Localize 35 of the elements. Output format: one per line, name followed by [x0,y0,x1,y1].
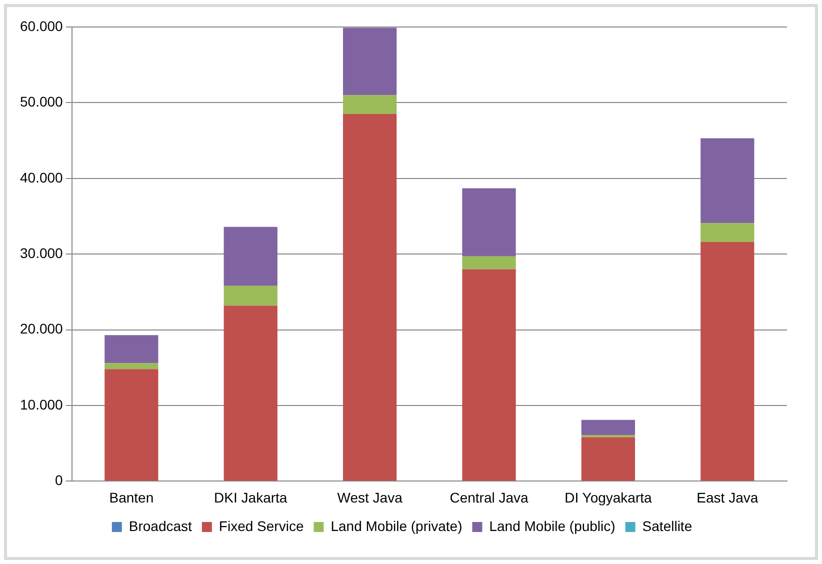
bar [462,256,516,270]
bar [224,226,278,286]
legend-label: Fixed Service [218,518,304,534]
bar [342,28,397,96]
legend-label: Satellite [642,518,692,534]
y-tick-label: 30.000 [20,244,64,261]
bar [104,369,158,481]
y-tick-label: 60.000 [20,18,64,34]
bar [700,223,754,242]
y-tick-label: 10.000 [20,396,64,412]
bar [342,114,397,481]
legend-label: Land Mobile (public) [489,518,616,534]
bar [581,420,636,436]
bar [224,306,278,481]
bar [104,363,158,370]
x-tick-label: West Java [337,489,403,506]
bar [104,335,158,364]
legend-label: Land Mobile (private) [330,518,462,534]
bar [700,138,754,224]
legend-label: Broadcast [128,518,192,534]
x-tick-label: East Java [696,489,758,506]
bar [224,286,278,306]
y-tick-label: 40.000 [20,169,64,186]
x-tick-label: DI Yogyakarta [564,489,652,506]
bar [700,242,754,481]
x-tick-label: Central Java [450,489,529,506]
y-tick-label: 0 [55,472,64,488]
x-tick-label: Banten [109,489,154,506]
bar [342,95,397,114]
bar [462,188,516,256]
bar [581,437,636,481]
y-tick-label: 50.000 [20,94,64,110]
y-tick-label: 20.000 [20,320,64,337]
bar [462,269,516,481]
x-tick-label: DKI Jakarta [214,489,288,506]
